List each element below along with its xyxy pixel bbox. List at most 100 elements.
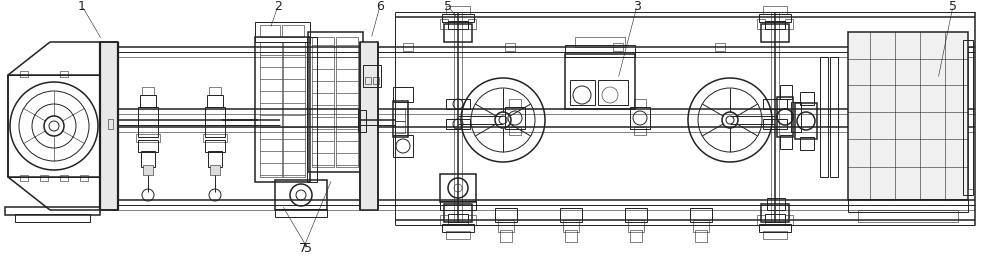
Bar: [440, 201, 476, 210]
Bar: [210, 165, 220, 175]
Bar: [440, 19, 448, 29]
Text: 6: 6: [376, 0, 384, 13]
Bar: [283, 42, 305, 177]
Bar: [100, 42, 118, 210]
Bar: [209, 87, 221, 95]
Bar: [442, 14, 474, 22]
Bar: [765, 21, 785, 29]
Bar: [108, 119, 113, 129]
Bar: [565, 54, 635, 109]
Bar: [795, 103, 817, 139]
Bar: [205, 107, 225, 137]
Bar: [570, 80, 595, 105]
Bar: [791, 102, 801, 132]
Bar: [848, 199, 968, 212]
Bar: [630, 107, 650, 129]
Bar: [968, 47, 973, 189]
Bar: [308, 32, 363, 172]
Bar: [628, 220, 644, 232]
Bar: [336, 37, 358, 167]
Bar: [80, 175, 88, 181]
Text: 1: 1: [78, 0, 86, 13]
Bar: [275, 209, 327, 217]
Bar: [358, 110, 366, 132]
Bar: [446, 99, 470, 109]
Bar: [767, 198, 785, 210]
Bar: [563, 220, 579, 232]
Bar: [630, 230, 642, 242]
Bar: [780, 135, 792, 149]
Bar: [395, 109, 405, 121]
Bar: [395, 121, 405, 133]
Bar: [446, 231, 470, 239]
Bar: [468, 215, 476, 225]
Bar: [444, 204, 472, 222]
Bar: [763, 119, 787, 129]
Bar: [307, 37, 317, 182]
Bar: [448, 214, 468, 222]
Text: 3: 3: [633, 0, 641, 13]
Bar: [442, 224, 474, 232]
Bar: [800, 137, 814, 150]
Bar: [15, 214, 90, 222]
Bar: [763, 99, 787, 109]
Bar: [20, 71, 28, 77]
Bar: [761, 24, 789, 42]
Bar: [634, 127, 646, 135]
Bar: [693, 220, 709, 232]
Bar: [282, 25, 304, 37]
Bar: [759, 224, 791, 232]
Bar: [403, 43, 413, 51]
Bar: [575, 37, 625, 47]
Bar: [500, 230, 512, 242]
Bar: [373, 77, 379, 84]
Bar: [448, 21, 468, 29]
Bar: [565, 230, 577, 242]
Bar: [312, 37, 334, 167]
Bar: [634, 99, 646, 107]
Bar: [207, 95, 223, 107]
Bar: [143, 165, 153, 175]
Bar: [785, 19, 793, 29]
Bar: [141, 151, 155, 167]
Bar: [757, 19, 765, 29]
Bar: [260, 42, 282, 177]
Bar: [138, 140, 158, 152]
Bar: [695, 230, 707, 242]
Text: 5: 5: [304, 243, 312, 255]
Bar: [393, 135, 413, 157]
Bar: [690, 208, 712, 222]
Bar: [60, 175, 68, 181]
Bar: [757, 215, 765, 225]
Bar: [205, 140, 225, 152]
Bar: [446, 119, 470, 129]
Bar: [363, 65, 381, 87]
Bar: [715, 43, 725, 51]
Bar: [260, 25, 280, 37]
Bar: [765, 214, 785, 222]
Bar: [761, 204, 789, 222]
Text: 5: 5: [949, 0, 957, 13]
Bar: [495, 208, 517, 222]
Bar: [142, 87, 154, 95]
Bar: [393, 87, 413, 102]
Bar: [865, 43, 875, 51]
Bar: [446, 6, 470, 14]
Bar: [203, 134, 227, 142]
Text: 2: 2: [274, 0, 282, 13]
Bar: [255, 22, 310, 42]
Bar: [440, 215, 448, 225]
Bar: [763, 6, 787, 14]
Bar: [780, 85, 792, 99]
Bar: [40, 175, 48, 181]
Text: 5: 5: [444, 0, 452, 13]
Bar: [509, 99, 521, 107]
Bar: [208, 151, 222, 167]
Bar: [848, 32, 968, 200]
Bar: [20, 175, 28, 181]
Bar: [275, 180, 327, 210]
Bar: [565, 45, 635, 57]
Bar: [858, 210, 958, 222]
Bar: [140, 95, 156, 107]
Bar: [440, 174, 476, 202]
